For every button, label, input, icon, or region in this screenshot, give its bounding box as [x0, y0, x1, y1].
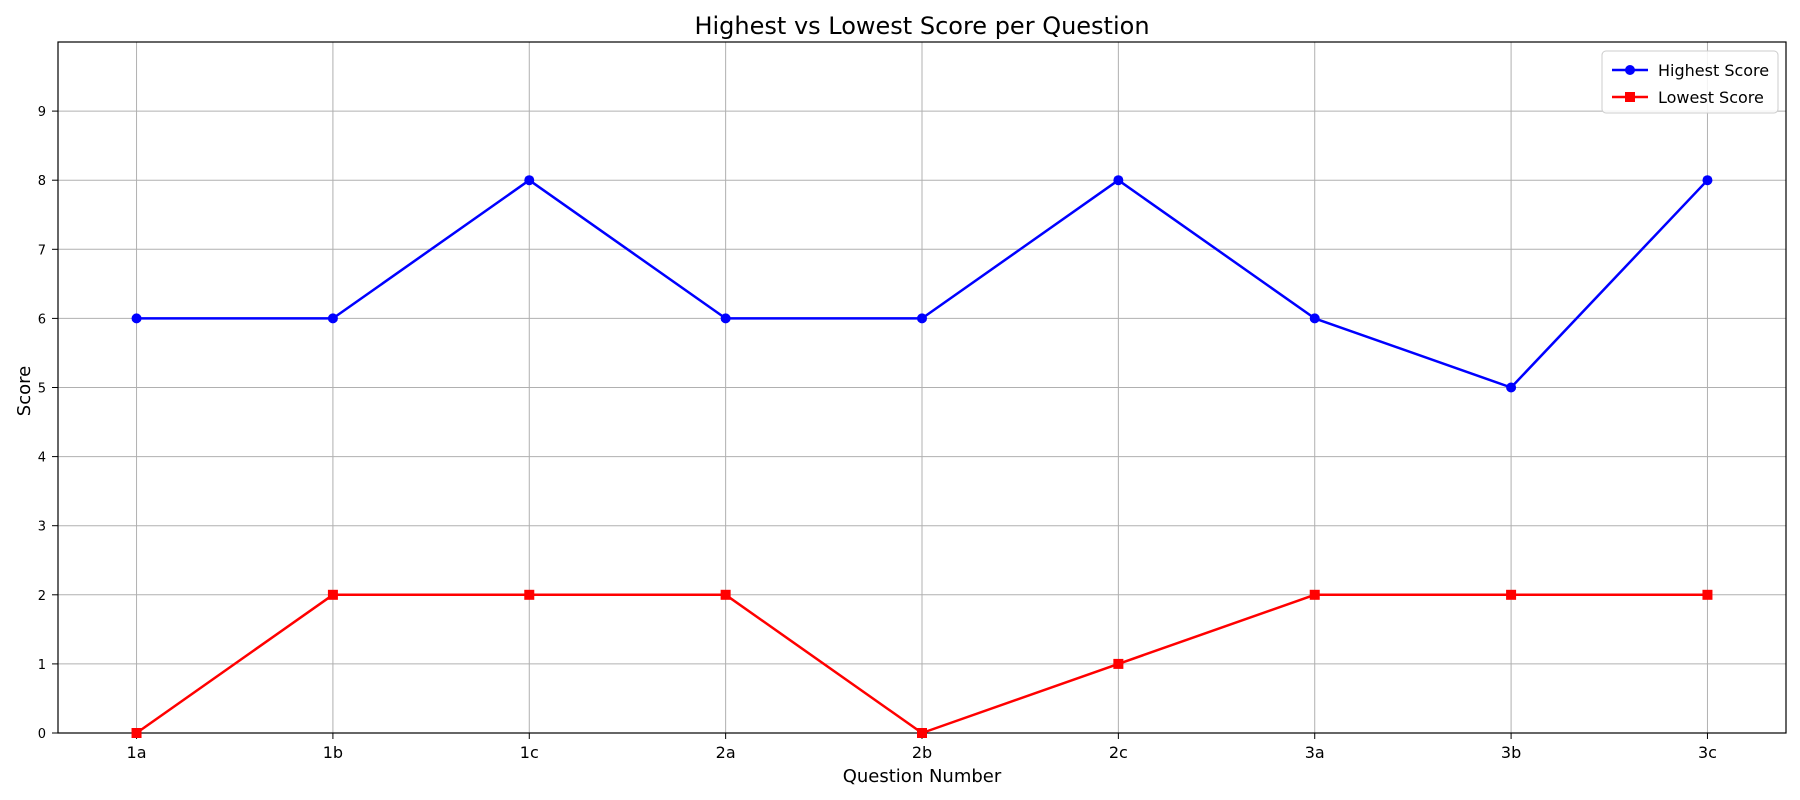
data-point-circle — [917, 313, 927, 324]
legend-marker-square — [1625, 92, 1635, 102]
y-tick-label: 1 — [38, 658, 46, 673]
x-tick-label: 1b — [323, 743, 343, 762]
y-tick-label: 3 — [38, 520, 46, 535]
data-point-square — [1506, 589, 1517, 600]
chart-title: Highest vs Lowest Score per Question — [694, 12, 1149, 40]
x-tick-label: 3b — [1501, 743, 1521, 762]
data-point-square — [1702, 589, 1713, 600]
x-tick-label: 2a — [716, 743, 736, 762]
grid — [58, 42, 1786, 734]
data-point-circle — [720, 313, 731, 324]
data-point-circle — [524, 175, 535, 186]
y-tick-label: 9 — [38, 105, 46, 120]
data-point-square — [524, 589, 535, 600]
y-tick-label: 7 — [38, 243, 46, 258]
y-tick-label: 8 — [38, 174, 46, 189]
y-tick-label: 0 — [38, 727, 46, 742]
data-point-square — [327, 589, 338, 600]
data-point-circle — [1702, 175, 1713, 186]
data-point-square — [720, 589, 731, 600]
x-axis-label: Question Number — [843, 766, 1002, 787]
data-point-circle — [1309, 313, 1320, 324]
x-tick-label: 2b — [912, 743, 932, 762]
legend: Highest Score Lowest Score — [1601, 50, 1779, 114]
data-point-square — [1309, 589, 1320, 600]
data-point-circle — [1506, 382, 1517, 393]
y-axis-label: Score — [14, 366, 35, 416]
x-tick-label: 3c — [1698, 743, 1717, 762]
y-tick-label: 2 — [38, 589, 46, 604]
x-tick-label: 1a — [127, 743, 147, 762]
x-tick-label: 2c — [1109, 743, 1128, 762]
data-point-circle — [131, 313, 142, 324]
data-point-circle — [1113, 175, 1124, 186]
data-point-square — [1113, 658, 1124, 669]
y-tick-label: 4 — [38, 451, 46, 466]
legend-label: Highest Score — [1658, 61, 1769, 80]
y-tick-label: 5 — [38, 382, 46, 397]
legend-label: Lowest Score — [1658, 88, 1764, 107]
legend-marker-circle — [1625, 65, 1635, 75]
x-tick-label: 3a — [1305, 743, 1325, 762]
data-point-square — [917, 728, 927, 738]
data-point-square — [131, 728, 142, 738]
data-point-circle — [327, 313, 338, 324]
x-tick-label: 1c — [520, 743, 539, 762]
y-tick-label: 6 — [38, 312, 46, 327]
axes: 1a 1b 1c 2a 2b 2c 3a 3b 3c 0 1 2 3 4 5 6 7 8 9 — [38, 41, 1787, 762]
series-lines — [131, 175, 1713, 738]
